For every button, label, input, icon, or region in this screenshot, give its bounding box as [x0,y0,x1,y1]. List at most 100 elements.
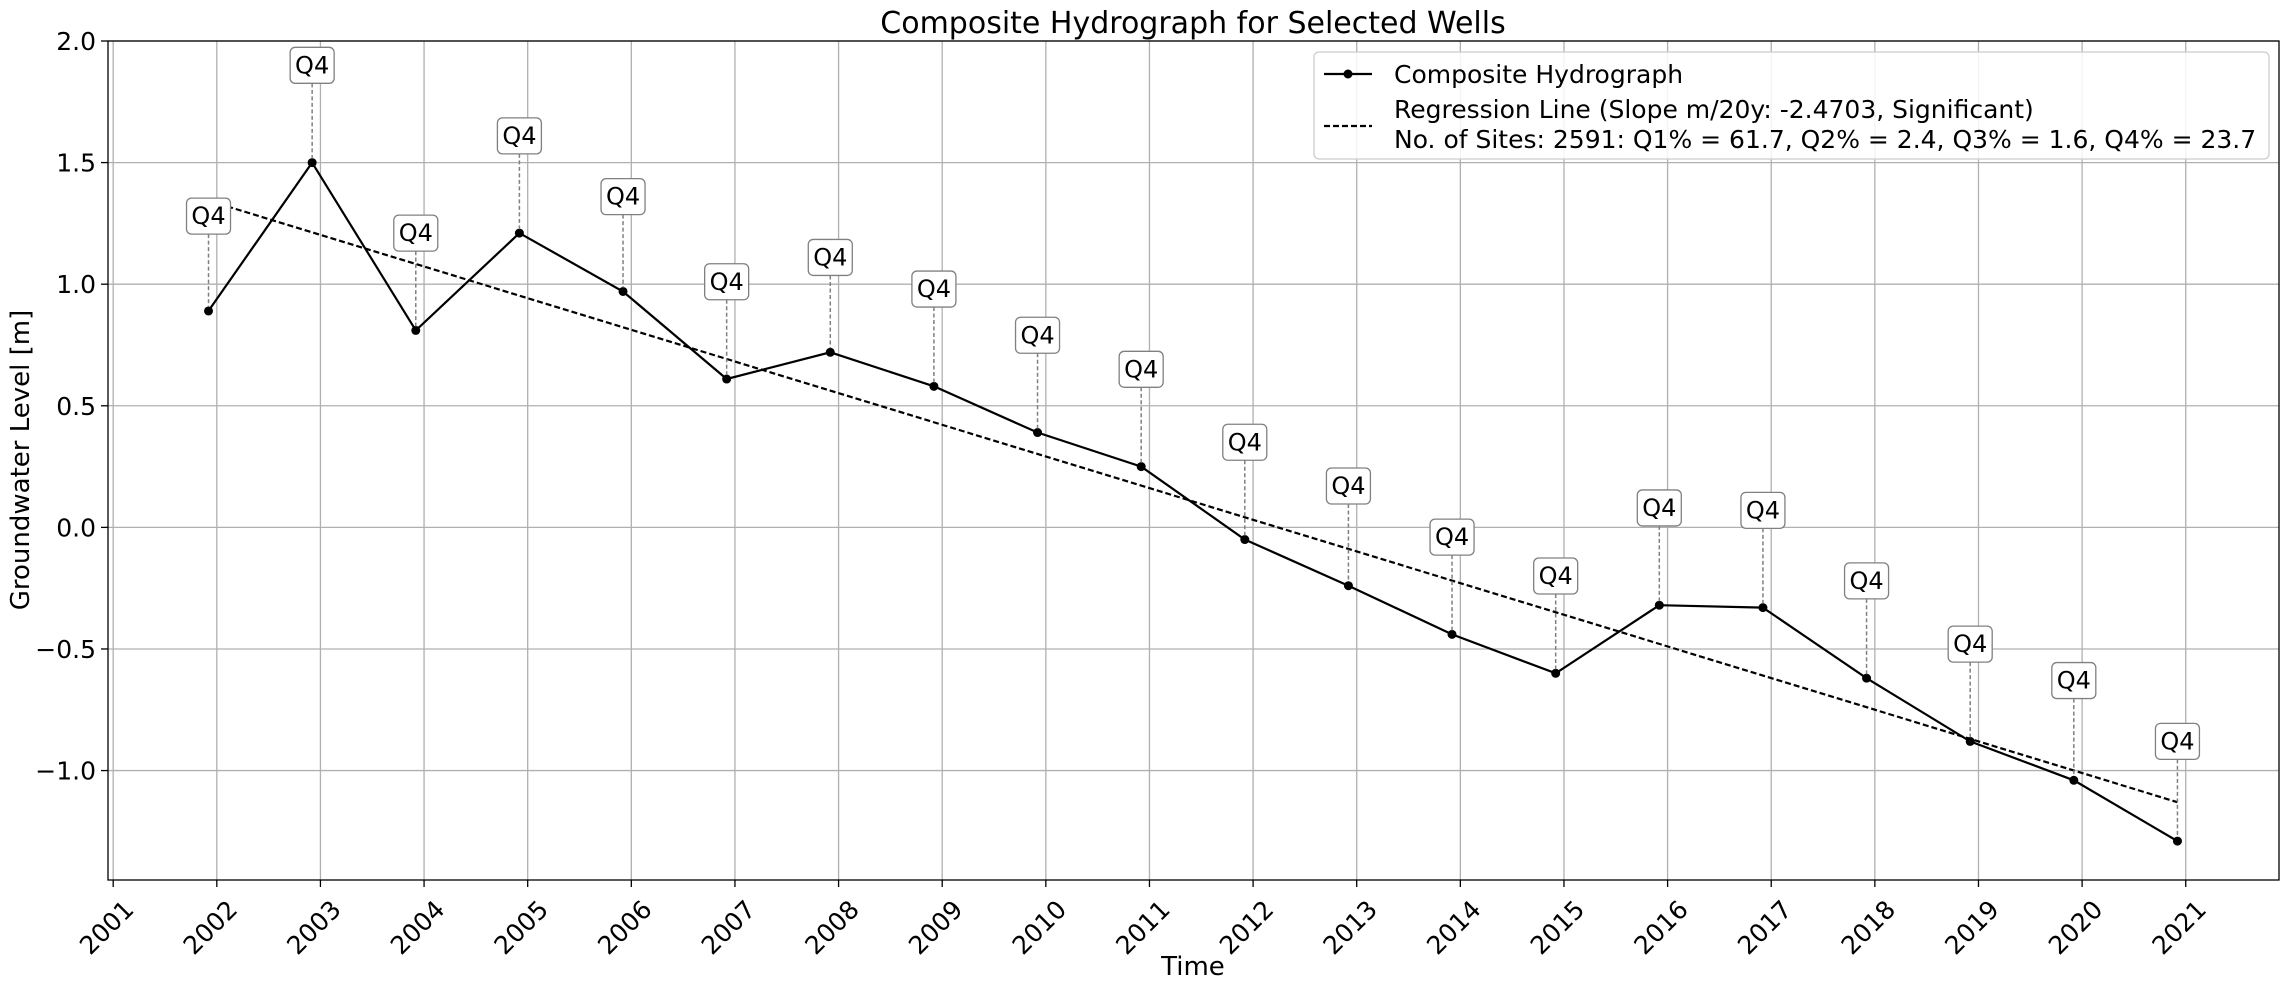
x-tick-label: 2004 [385,895,450,960]
annotation-label: Q4 [2160,727,2194,755]
regression-line [226,205,2178,804]
data-point [929,381,939,391]
data-point [1965,736,1975,746]
data-point [1654,600,1664,610]
annotation-box [1533,557,1579,595]
x-tick-label: 2001 [74,895,139,960]
x-tick-label: 2013 [1317,895,1382,960]
annotation-box [1222,423,1268,461]
x-tick-label: 2012 [1214,895,1279,960]
legend-entry-composite: Composite Hydrograph [1394,60,1683,89]
annotation-label: Q4 [1435,523,1469,551]
x-tick-label: 2007 [696,895,761,960]
x-tick-label: 2016 [1628,895,1693,960]
x-tick-label: 2011 [1110,895,1175,960]
data-point [825,347,835,357]
data-point [1862,673,1872,683]
annotation-label: Q4 [2057,667,2091,695]
data-point [1551,668,1561,678]
data-point [1758,603,1768,613]
annotation-label: Q4 [1849,567,1883,595]
annotation-label: Q4 [1539,562,1573,590]
annotation-box [807,238,853,277]
y-tick-label: 1.5 [56,149,96,178]
y-axis-title: Groundwater Level [m] [6,310,36,611]
y-tick-label: 0.5 [56,392,96,421]
x-tick-label: 2006 [592,895,657,960]
x-tick-label: 2005 [488,895,553,960]
data-point [1343,581,1353,591]
annotation-label: Q4 [813,243,847,271]
y-tick-label: 1.0 [56,270,96,299]
x-tick-label: 2008 [799,895,864,960]
y-tick-label: 0.0 [56,513,96,542]
annotation-box [1429,518,1475,556]
annotation-box [1843,562,1890,600]
annotation-box [1636,489,1682,527]
x-tick-label: 2003 [281,895,346,960]
data-point [1033,428,1043,438]
data-point [1240,535,1250,545]
annotation-box [911,270,957,308]
annotation-box [393,214,439,252]
data-point [307,158,317,168]
annotation-label: Q4 [917,275,951,303]
annotation-label: Q4 [1124,355,1158,383]
legend: Composite Hydrograph Regression Line (Sl… [1313,51,2270,160]
regression-line-layer [226,205,2178,804]
annotation-label: Q4 [1746,496,1780,524]
data-point [2069,775,2079,785]
data-point [722,374,732,384]
legend-marker [1343,69,1353,79]
annotation-box [2154,722,2201,761]
annotation-box [1118,350,1164,388]
x-tick-label: 2002 [178,895,243,960]
x-tick-label: 2019 [1939,895,2004,960]
data-point [618,286,628,296]
annotation-box [1325,467,1372,505]
data-point [1136,462,1146,472]
annotation-label: Q4 [502,122,536,150]
x-tick-label: 2015 [1525,895,1590,960]
data-point [1447,629,1457,639]
legend-box [1313,51,2270,160]
annotation-box [289,46,335,84]
annotation-label: Q4 [295,51,329,79]
annotation-label: Q4 [191,202,225,230]
grid-lines [108,40,2279,880]
annotation-box [1740,491,1786,530]
annotation-box [496,117,543,155]
annotation-label: Q4 [606,183,640,211]
x-tick-label: 2017 [1732,895,1797,960]
composite-hydrograph-layer [204,158,2182,846]
annotation-box [2051,661,2097,700]
data-point [514,228,524,238]
x-tick-label: 2018 [1836,895,1901,960]
y-tick-label: −0.5 [35,635,96,664]
annotation-label: Q4 [399,219,433,247]
annotation-label: Q4 [1228,428,1262,456]
annotation-box [185,197,232,235]
x-tick-label: 2010 [1007,895,1072,960]
x-tick-label: 2014 [1421,895,1486,960]
y-axis-ticks: 2.0 1.5 1.0 0.5 0.0 −0.5 −1.0 [35,27,108,786]
plot-frame [107,40,2280,881]
y-tick-label: −1.0 [35,757,96,786]
annotation-label: Q4 [1020,321,1054,349]
annotation-label: Q4 [1953,630,1987,658]
y-tick-label: 2.0 [56,27,96,56]
x-tick-label: 2009 [903,895,968,960]
x-tick-label: 2021 [2146,895,2211,960]
legend-site-stats: No. of Sites: 2591: Q1% = 61.7, Q2% = 2.… [1394,125,2256,154]
x-axis-title: Time [1160,952,1225,982]
composite-hydrograph-line [207,160,2178,843]
annotation-box [600,177,646,216]
x-axis-ticks: 2001 2002 2003 2004 2005 2006 2007 2008 2009 2010… [74,880,2212,960]
quarter-annotations: Q4 Q4 Q4 Q4 Q4 Q4 Q4 Q4 Q4 Q4 Q4 Q4 Q4 Q4 Q4 Q4 Q4 Q4 Q4 Q4 [185,46,2201,838]
data-point [411,325,421,335]
data-point [204,306,214,316]
annotation-label: Q4 [1642,494,1676,522]
annotation-box [1947,625,1993,663]
annotation-label: Q4 [1331,472,1365,500]
